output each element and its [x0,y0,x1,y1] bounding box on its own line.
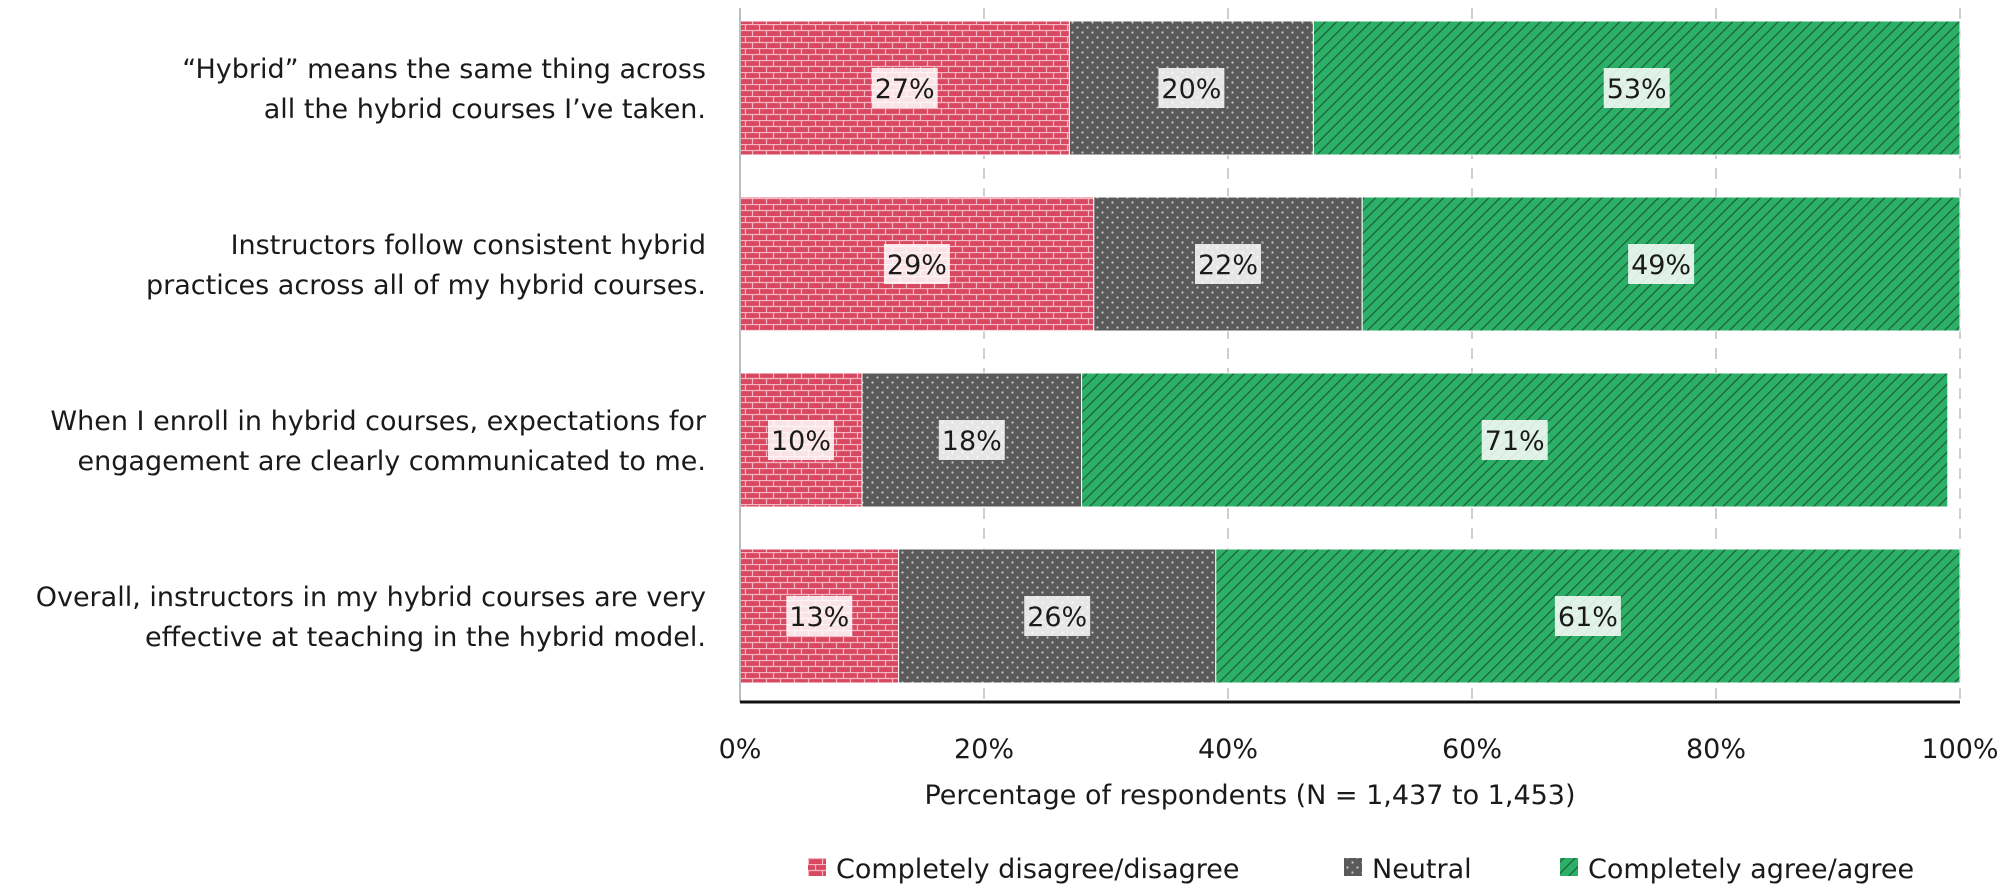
category-label: Instructors follow consistent hybrid prac… [146,230,706,301]
data-label-box [1158,68,1225,108]
legend: Completely disagree/disagree Neutral Compl… [808,854,1914,885]
data-label: 27% [875,74,935,105]
x-axis-label: Percentage of respondents (N = 1,437 to … [924,780,1575,811]
legend-label: Completely agree/agree [1588,854,1914,885]
category-label: Overall, instructors in my hybrid course… [36,582,706,653]
data-label-box [938,420,1005,460]
legend-label: Completely disagree/disagree [836,854,1240,885]
data-label-box [1554,596,1621,636]
data-label: 49% [1631,250,1691,281]
data-label-box [883,244,950,284]
data-label: 10% [771,426,831,457]
x-tick-label: 100% [1921,734,1998,765]
data-label: 71% [1485,426,1545,457]
data-label: 13% [789,602,849,633]
bars-layer: 27% 20% 53% 29% 22% 49% 10% 18% 71% 13% 26% 61% [739,20,1961,684]
x-tick-label: 40% [1198,734,1258,765]
legend-swatch [1560,858,1578,876]
category-label: When I enroll in hybrid courses, expecta… [50,406,706,477]
data-label-box [1481,420,1548,460]
category-labels: “Hybrid” means the same thing across all … [36,54,707,653]
x-tick-label: 80% [1686,734,1746,765]
category-label: “Hybrid” means the same thing across all … [182,54,706,125]
legend-label: Neutral [1372,854,1472,885]
x-tick-label: 60% [1442,734,1502,765]
x-axis: 0% 20% 40% 60% 80% 100% [719,8,1999,765]
data-label: 18% [942,426,1002,457]
data-label-box [871,68,938,108]
data-label-box [786,596,853,636]
x-tick-label: 20% [954,734,1014,765]
data-label: 53% [1607,74,1667,105]
data-label: 61% [1558,602,1618,633]
x-tick-label: 0% [719,734,762,765]
data-label: 22% [1198,250,1258,281]
data-label-box [1603,68,1670,108]
data-label-box [1628,244,1695,284]
data-label: 26% [1027,602,1087,633]
data-label-box [1195,244,1261,284]
data-label: 20% [1161,74,1221,105]
legend-swatch [1344,858,1362,876]
data-label: 29% [887,250,947,281]
legend-swatch [808,858,826,876]
data-label-box [1024,596,1091,636]
data-label-box [768,420,834,460]
